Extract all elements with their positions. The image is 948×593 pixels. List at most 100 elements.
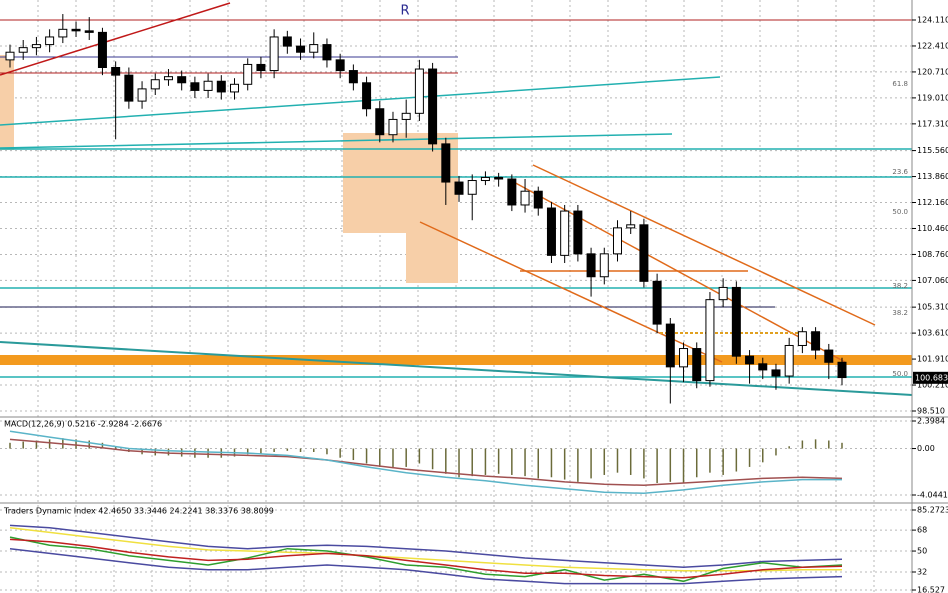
macd-bar [220, 448, 223, 458]
candle-body [190, 82, 200, 91]
candle-body [401, 112, 411, 120]
macd-bar [114, 446, 117, 449]
candle-body [731, 286, 741, 357]
y-tick-label: 122.410 [917, 41, 948, 50]
candle-body [626, 224, 636, 229]
macd-bar [180, 448, 183, 457]
macd-bar [48, 439, 51, 449]
macd-bar [484, 448, 487, 475]
candle-body [520, 190, 530, 206]
candle-body [71, 28, 81, 32]
macd-bar [511, 448, 513, 475]
macd-bar [682, 448, 685, 484]
macd-bar [841, 442, 843, 449]
candle-body [441, 143, 451, 183]
y-tick-label: 85.2723 [917, 506, 948, 515]
candle-body [507, 178, 517, 206]
macd-bar [379, 448, 381, 467]
macd-bar [669, 448, 672, 482]
candle-body [137, 88, 147, 102]
zone [343, 133, 458, 233]
y-tick-label: 101.910 [917, 355, 948, 364]
macd-bar [246, 448, 249, 455]
candle-body [586, 253, 596, 278]
candle-body [758, 363, 768, 371]
candle-body [546, 207, 556, 256]
y-tick-label: 120.710 [917, 67, 948, 76]
macd-bar [577, 448, 579, 482]
fib-label: 38.2 [892, 309, 908, 317]
macd-bar [656, 448, 658, 484]
indicator-line [9, 536, 843, 583]
candle-body [216, 80, 226, 93]
y-tick-label: 119.010 [917, 93, 948, 102]
candle-body [533, 190, 543, 209]
candle-body [348, 70, 358, 84]
macd-bar [709, 448, 711, 473]
candle-body [111, 67, 121, 76]
y-tick-label: 108.760 [917, 250, 948, 259]
candle-body [282, 36, 292, 47]
candle-body [612, 227, 622, 255]
candle-body [784, 344, 794, 377]
macd-bar [471, 448, 473, 477]
trend-line [0, 76, 721, 126]
candle-body [163, 76, 173, 81]
candle-body [335, 59, 345, 72]
y-tick-label: 50 [917, 547, 927, 556]
macd-bar [312, 448, 315, 452]
candle-body [203, 80, 213, 91]
candle-body [573, 210, 583, 255]
macd-bar [629, 448, 632, 475]
macd-bar [735, 448, 738, 472]
macd-bar [88, 440, 90, 449]
macd-bar [273, 448, 275, 452]
y-tick-label: 103.610 [917, 329, 948, 338]
candle-body [177, 76, 187, 84]
macd-bar [445, 448, 447, 474]
candle-body [454, 181, 464, 195]
macd-bar [326, 448, 328, 455]
candle-body [269, 36, 279, 72]
macd-bar [431, 448, 434, 470]
zone-band [0, 355, 912, 365]
indicator-line [9, 547, 843, 585]
y-tick-label: -4.0441 [917, 491, 948, 500]
candle-body [243, 63, 253, 85]
candle-body [97, 31, 107, 69]
macd-bar [405, 448, 407, 467]
macd-bar [814, 439, 817, 449]
macd-bar [339, 448, 341, 458]
indicator-line [9, 430, 842, 495]
y-tick-label: 113.860 [917, 172, 948, 181]
zone [0, 55, 14, 150]
y-tick-label: 112.160 [917, 198, 948, 207]
macd-bar [748, 448, 751, 467]
fib-label: 23.6 [892, 168, 908, 176]
indicator-line [9, 538, 843, 579]
candle-body [45, 36, 55, 46]
macd-bar [35, 440, 38, 449]
macd-bar [260, 448, 262, 455]
fib-label: 50.0 [892, 208, 908, 216]
y-tick-label: 110.460 [917, 224, 948, 233]
indicator-title: MACD(12,26,9) 0.5216 -2.9284 -2.6676 [4, 420, 162, 429]
candle-body [705, 299, 715, 382]
macd-bar [418, 448, 421, 464]
channel-line [532, 164, 876, 326]
candle-body [414, 68, 424, 114]
indicator-line [9, 527, 842, 572]
y-tick-label: 98.510 [917, 407, 945, 416]
indicator-line [9, 438, 843, 487]
candle-body [771, 369, 781, 377]
candle-body [494, 176, 504, 180]
macd-bar [788, 446, 790, 449]
indicator-line [9, 524, 843, 569]
candle-body [230, 83, 240, 93]
macd-bar [603, 448, 606, 475]
y-tick-label: 16.527 [917, 586, 945, 593]
price-tag-label: 100.683 [915, 373, 948, 382]
candle-body [5, 51, 15, 61]
